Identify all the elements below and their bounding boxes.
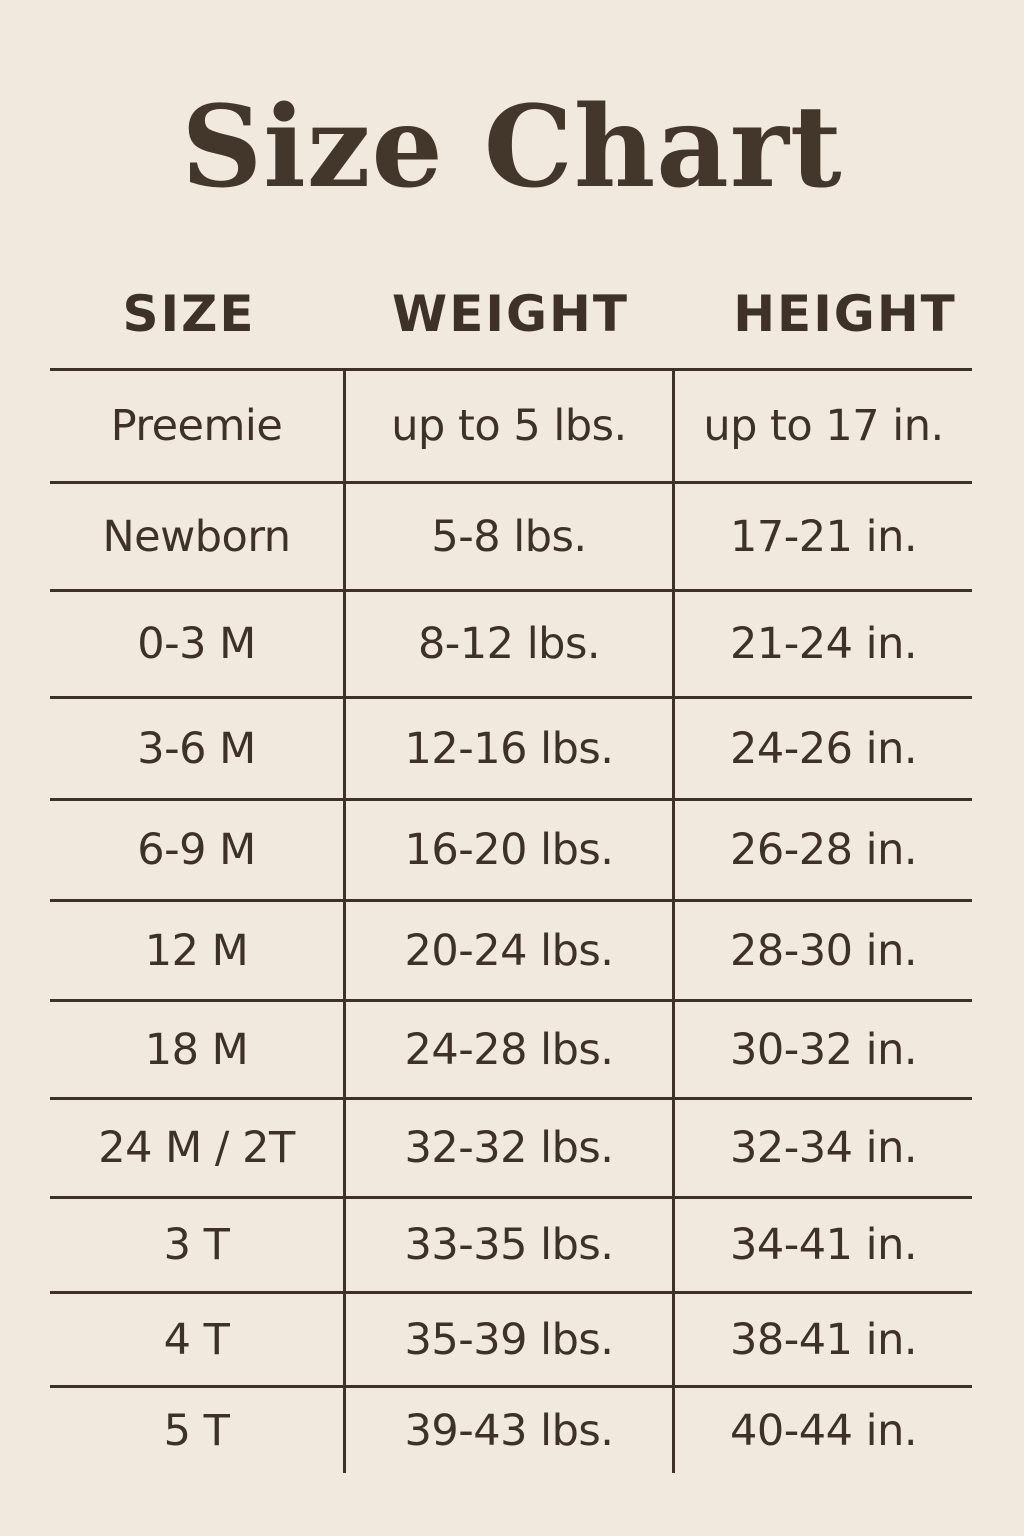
table-row: 18 M 24-28 lbs. 30-32 in. — [50, 999, 972, 1097]
cell-height: 17-21 in. — [730, 511, 917, 562]
cell-size: 18 M — [50, 1002, 346, 1097]
cell-weight: 12-16 lbs. — [346, 699, 675, 798]
cell-height: 28-30 in. — [730, 925, 917, 976]
cell-size: 5 T — [50, 1388, 346, 1473]
cell-height: 21-24 in. — [730, 619, 917, 669]
size-table: Preemie up to 5 lbs. up to 17 in. Newborn 5-… — [50, 368, 972, 1473]
cell-size: 3-6 M — [50, 699, 346, 798]
cell-size: 4 T — [50, 1294, 346, 1385]
cell-weight: 39-43 lbs. — [346, 1388, 675, 1473]
cell-weight: up to 5 lbs. — [346, 371, 675, 481]
cell-size: 3 T — [50, 1199, 346, 1291]
cell-weight: 24-28 lbs. — [346, 1002, 675, 1097]
cell-height: 30-32 in. — [730, 1024, 917, 1075]
cell-height: up to 17 in. — [703, 401, 944, 451]
table-row: 3 T 33-35 lbs. 34-41 in. — [50, 1196, 972, 1291]
table-row: 5 T 39-43 lbs. 40-44 in. — [50, 1385, 972, 1473]
cell-size: Newborn — [50, 484, 346, 589]
table-row: Newborn 5-8 lbs. 17-21 in. — [50, 481, 972, 589]
cell-weight: 20-24 lbs. — [346, 902, 675, 999]
table-row: 0-3 M 8-12 lbs. 21-24 in. — [50, 589, 972, 696]
column-header-height: HEIGHT — [733, 285, 957, 343]
column-header-weight: WEIGHT — [392, 285, 629, 343]
cell-size: 6-9 M — [50, 801, 346, 899]
table-row: 4 T 35-39 lbs. 38-41 in. — [50, 1291, 972, 1385]
table-row: 3-6 M 12-16 lbs. 24-26 in. — [50, 696, 972, 798]
cell-size: 24 M / 2T — [50, 1100, 346, 1196]
cell-size: 12 M — [50, 902, 346, 999]
cell-height: 34-41 in. — [730, 1220, 917, 1270]
cell-weight: 33-35 lbs. — [346, 1199, 675, 1291]
table-row: 6-9 M 16-20 lbs. 26-28 in. — [50, 798, 972, 899]
cell-height: 40-44 in. — [730, 1405, 917, 1456]
table-row: 24 M / 2T 32-32 lbs. 32-34 in. — [50, 1097, 972, 1196]
cell-height: 26-28 in. — [730, 825, 917, 875]
cell-height: 32-34 in. — [730, 1123, 917, 1173]
column-header-size: SIZE — [122, 285, 256, 343]
cell-weight: 32-32 lbs. — [346, 1100, 675, 1196]
cell-size: Preemie — [50, 371, 346, 481]
cell-size: 0-3 M — [50, 592, 346, 696]
cell-height: 24-26 in. — [730, 723, 917, 774]
cell-weight: 16-20 lbs. — [346, 801, 675, 899]
page-title: Size Chart — [181, 82, 843, 213]
table-row: 12 M 20-24 lbs. 28-30 in. — [50, 899, 972, 999]
table-row: Preemie up to 5 lbs. up to 17 in. — [50, 368, 972, 481]
cell-weight: 35-39 lbs. — [346, 1294, 675, 1385]
cell-weight: 8-12 lbs. — [346, 592, 675, 696]
cell-weight: 5-8 lbs. — [346, 484, 675, 589]
cell-height: 38-41 in. — [730, 1314, 917, 1365]
